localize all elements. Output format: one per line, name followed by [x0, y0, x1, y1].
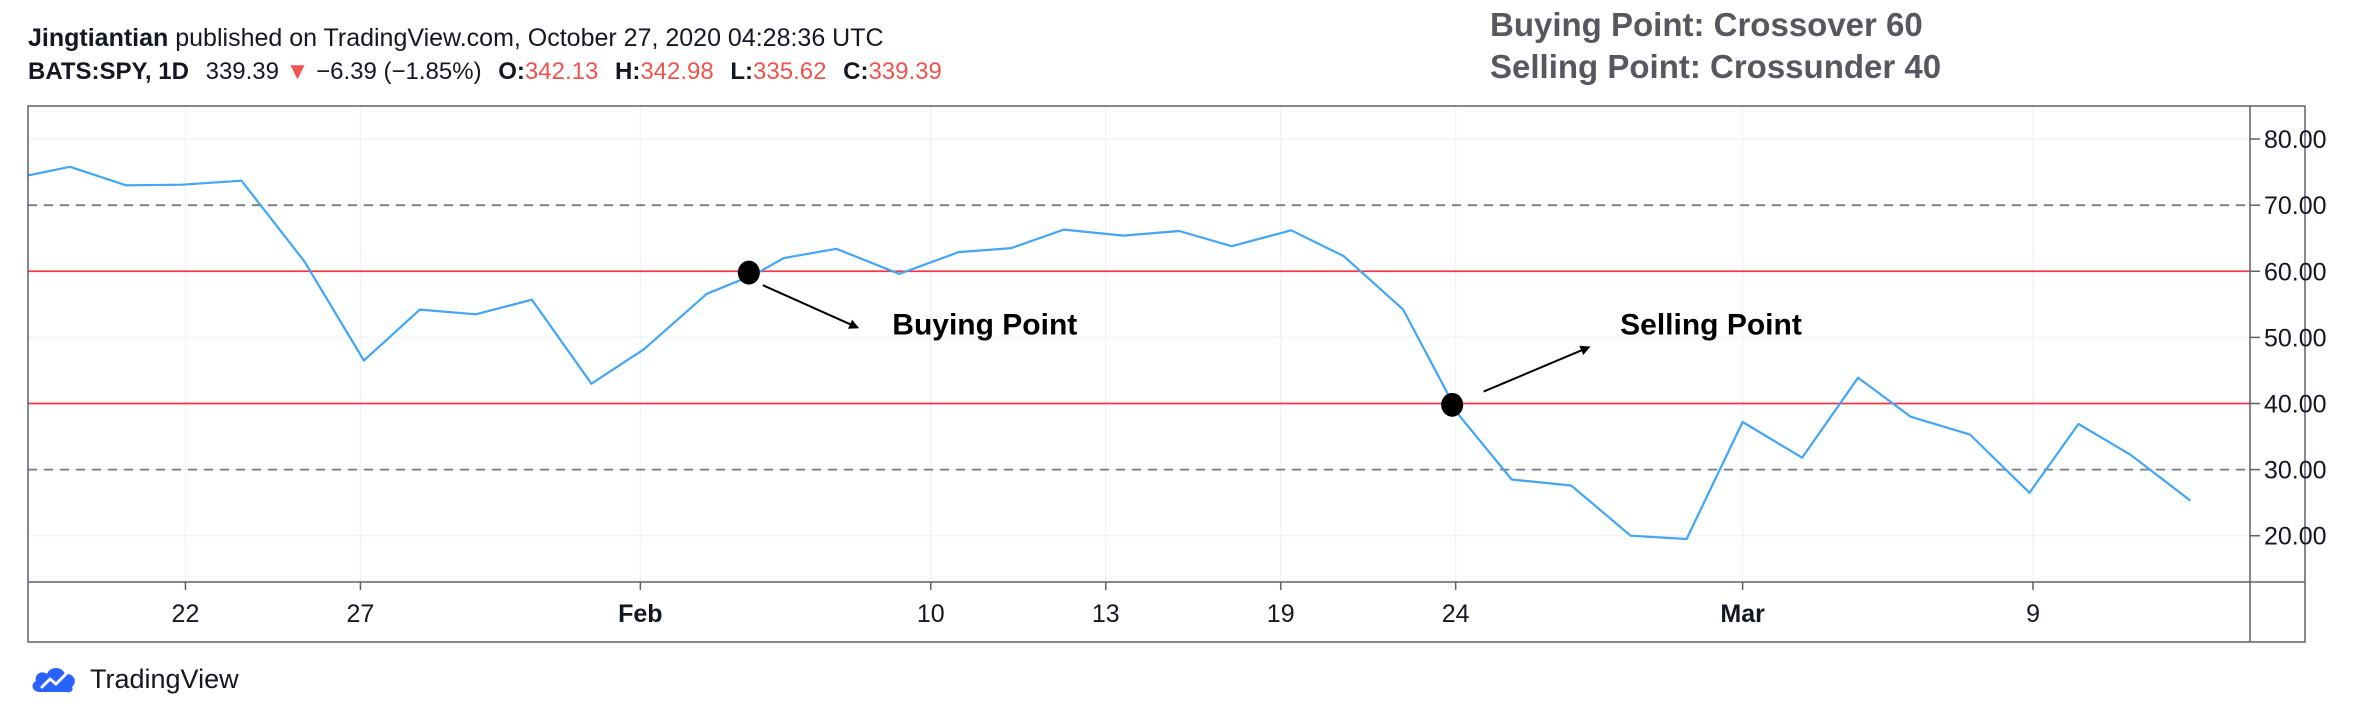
annotations: Buying Point Selling Point [737, 260, 1802, 417]
open-value: 342.13 [524, 58, 599, 85]
x-axis[interactable]: 22 27 Feb 10 13 19 24 Mar 9 [172, 582, 2040, 628]
x-tick-label: Mar [1720, 600, 1765, 628]
x-tick-label: 9 [2026, 600, 2040, 628]
chart-frame [27, 105, 2306, 643]
series-layer [27, 165, 2192, 541]
low-label: L: [730, 58, 754, 85]
buy-point-arrow [762, 284, 860, 329]
grid [28, 106, 2250, 582]
low-value: 335.62 [753, 58, 827, 85]
high-label: H: [614, 58, 641, 85]
open-label: O: [498, 58, 525, 85]
y-tick-label: 70.00 [2264, 192, 2327, 220]
tradingview-cloud-icon [32, 668, 75, 693]
y-tick-label: 30.00 [2264, 457, 2327, 485]
x-tick-label: Feb [618, 600, 662, 628]
frame-border [27, 105, 2306, 643]
last-price: 339.39 [205, 58, 279, 85]
x-tick-label: 13 [1092, 600, 1120, 628]
close-label: C: [843, 58, 869, 85]
x-tick-label: 24 [1442, 600, 1470, 628]
close-value: 339.39 [868, 58, 942, 85]
y-tick-label: 20.00 [2264, 523, 2327, 551]
y-axis[interactable]: 20.00 30.00 40.00 50.00 60.00 70.00 80.00 [2250, 126, 2327, 551]
x-tick-label: 27 [347, 600, 375, 628]
y-tick-label: 40.00 [2264, 391, 2327, 419]
level-lines [28, 204, 2250, 471]
y-tick-label: 50.00 [2264, 324, 2327, 352]
publish-info: Jingtiantian published on TradingView.co… [28, 24, 884, 53]
y-tick-label: 80.00 [2264, 126, 2327, 154]
x-tick-label: 10 [917, 600, 945, 628]
buy-point-label: Buying Point [892, 309, 1077, 342]
buy-point-dot [737, 260, 760, 285]
author-name[interactable]: Jingtiantian [28, 24, 169, 52]
high-value: 342.98 [640, 58, 714, 85]
symbol-info: BATS:SPY, 1D 339.39 ▼ −6.39 (−1.85%) O:3… [28, 58, 942, 86]
brand-name: TradingView [90, 663, 239, 694]
down-arrow-icon: ▼ [285, 58, 310, 85]
sell-point-dot [1441, 392, 1464, 417]
sell-point-label: Selling Point [1620, 309, 1802, 342]
price-change: −6.39 (−1.85%) [316, 58, 482, 85]
series-line [27, 165, 2192, 541]
y-tick-label: 60.00 [2264, 258, 2327, 286]
x-tick-label: 19 [1267, 600, 1295, 628]
x-tick-label: 22 [172, 600, 200, 628]
symbol-label: BATS:SPY, 1D [28, 58, 189, 85]
sell-point-arrow [1483, 345, 1591, 393]
publish-details: published on TradingView.com, October 27… [175, 24, 884, 52]
buy-rule-note: Buying Point: Crossover 60 [1490, 6, 1923, 43]
sell-rule-note: Selling Point: Crossunder 40 [1490, 48, 1942, 85]
footer-brand[interactable]: TradingView [28, 662, 239, 696]
